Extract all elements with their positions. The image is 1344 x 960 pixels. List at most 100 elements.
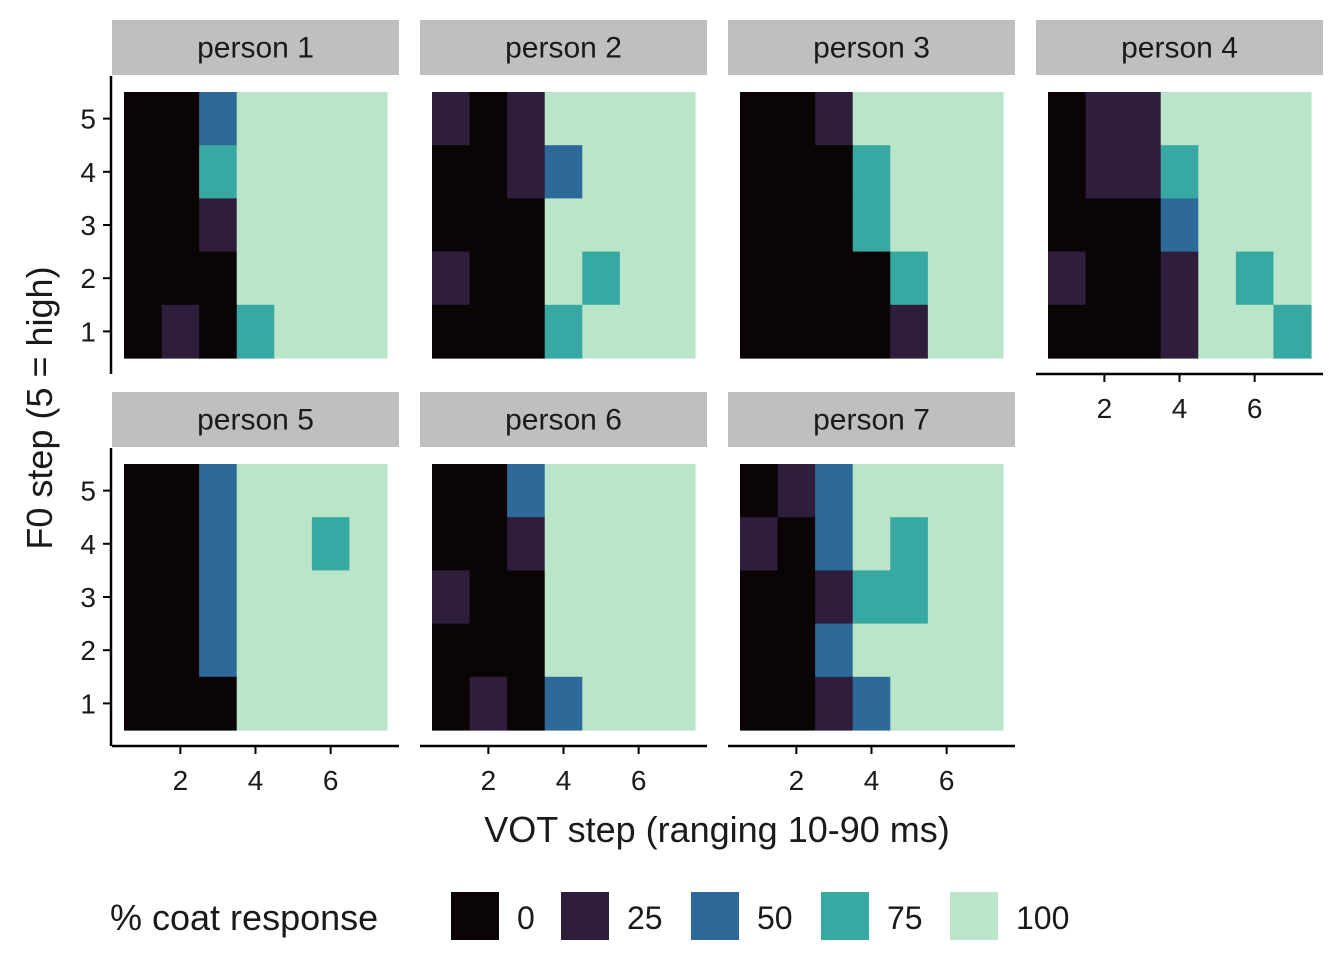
y-axis-title: F0 step (5 = high) — [19, 266, 60, 549]
heatmap-tile — [1123, 198, 1162, 253]
heatmap-tile — [582, 92, 621, 146]
heatmap-tile — [1198, 145, 1237, 199]
heatmap-tile — [469, 145, 508, 199]
heatmap-tile — [1235, 145, 1275, 199]
heatmap-tile — [507, 145, 546, 199]
heatmap-tile — [890, 251, 929, 306]
heatmap-tile — [1235, 92, 1275, 146]
heatmap-tile — [161, 517, 200, 571]
heatmap-tile — [311, 676, 351, 731]
heatmap-tile — [777, 570, 816, 625]
heatmap-tile — [274, 92, 313, 146]
legend-key-label: 0 — [517, 900, 535, 936]
heatmap-tile — [1123, 251, 1162, 306]
heatmap-tile — [890, 517, 929, 571]
heatmap-tile — [1085, 198, 1124, 253]
heatmap-tile — [507, 304, 546, 359]
heatmap-tile — [815, 676, 854, 731]
heatmap-tile — [740, 198, 779, 253]
heatmap-tile — [965, 92, 1004, 146]
heatmap-tile — [1198, 92, 1237, 146]
y-tick-label: 1 — [80, 688, 96, 719]
heatmap-tile — [890, 92, 929, 146]
panel: person 4 — [1036, 20, 1323, 359]
heatmap-tile — [161, 198, 200, 253]
panel-strip — [728, 392, 1015, 447]
heatmap-tile — [1273, 92, 1312, 146]
heatmap-tile — [740, 304, 779, 359]
heatmap-tile — [619, 570, 659, 625]
heatmap-tile — [582, 251, 621, 306]
legend-key-swatch — [451, 892, 499, 940]
heatmap-tile — [927, 623, 967, 678]
heatmap-tile — [349, 517, 388, 571]
y-tick-label: 4 — [80, 157, 96, 188]
legend-key-swatch — [691, 892, 739, 940]
heatmap-tile — [274, 570, 313, 625]
x-axis-title: VOT step (ranging 10-90 ms) — [484, 809, 950, 850]
heatmap-tile — [927, 251, 967, 306]
heatmap-tile — [1085, 304, 1124, 359]
heatmap-tile — [236, 92, 275, 146]
heatmap-tile — [236, 145, 275, 199]
heatmap-tile — [619, 198, 659, 253]
x-tick-label: 4 — [864, 765, 880, 796]
heatmap-tile — [311, 304, 351, 359]
panel-strip-label: person 4 — [1121, 32, 1238, 65]
heatmap-tile — [274, 676, 313, 731]
heatmap-tile — [161, 92, 200, 146]
heatmap-tile — [657, 92, 696, 146]
heatmap-tile — [815, 92, 854, 146]
heatmap-tile — [544, 464, 583, 518]
heatmap-tile — [890, 676, 929, 731]
heatmap-tile — [852, 304, 891, 359]
heatmap-tile — [236, 198, 275, 253]
heatmap-tile — [469, 570, 508, 625]
heatmap-tile — [236, 676, 275, 731]
heatmap-tile — [582, 145, 621, 199]
heatmap-tile — [815, 198, 854, 253]
heatmap-tile — [852, 464, 891, 518]
heatmap-tile — [161, 304, 200, 359]
heatmap-tile — [199, 251, 238, 306]
heatmap-tile — [777, 676, 816, 731]
heatmap-tile — [852, 198, 891, 253]
heatmap-tile — [815, 251, 854, 306]
heatmap-tile — [890, 304, 929, 359]
y-tick-label: 5 — [80, 104, 96, 135]
heatmap-tile — [890, 198, 929, 253]
heatmap-tile — [274, 304, 313, 359]
heatmap-tile — [236, 251, 275, 306]
heatmap-tile — [657, 464, 696, 518]
heatmap-tile — [544, 623, 583, 678]
heatmap-tile — [311, 198, 351, 253]
heatmap-tile — [311, 570, 351, 625]
heatmap-tile — [1198, 251, 1237, 306]
heatmap-tile — [1198, 198, 1237, 253]
heatmap-tile — [740, 623, 779, 678]
legend-key-label: 100 — [1016, 900, 1069, 936]
heatmap-tile — [124, 676, 163, 731]
heatmap-tile — [777, 517, 816, 571]
y-tick-label: 3 — [80, 582, 96, 613]
panel-strip-label: person 6 — [505, 404, 622, 437]
heatmap-tile — [274, 198, 313, 253]
heatmap-tile — [582, 623, 621, 678]
heatmap-tile — [1160, 92, 1199, 146]
heatmap-tile — [815, 145, 854, 199]
heatmap-tile — [657, 517, 696, 571]
legend-key-swatch — [821, 892, 869, 940]
heatmap-tile — [469, 676, 508, 731]
heatmap-tile — [199, 304, 238, 359]
heatmap-tile — [161, 570, 200, 625]
legend-key-label: 50 — [757, 900, 793, 936]
panel-strip — [728, 20, 1015, 75]
heatmap-tile — [815, 464, 854, 518]
heatmap-tile — [927, 304, 967, 359]
heatmap-tile — [507, 570, 546, 625]
heatmap-tile — [432, 676, 471, 731]
panel-strip-label: person 2 — [505, 32, 622, 65]
heatmap-tile — [740, 676, 779, 731]
heatmap-tile — [815, 570, 854, 625]
heatmap-tile — [507, 517, 546, 571]
